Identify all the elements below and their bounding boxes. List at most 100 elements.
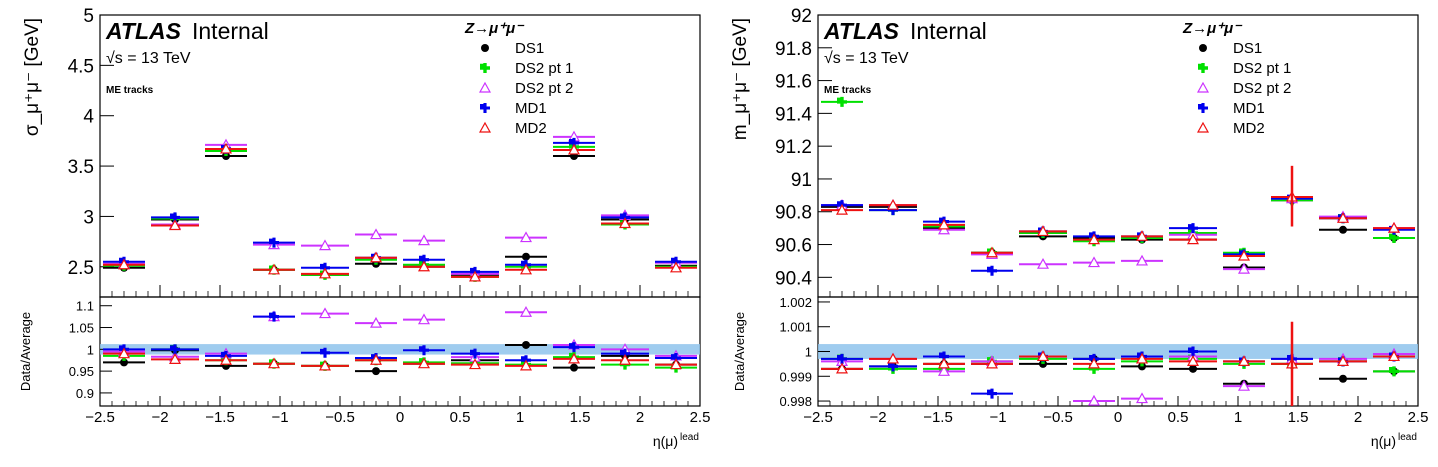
legend-entry: DS1 [1233,40,1262,57]
tracks-label: ME tracks [824,85,872,96]
data-point [618,217,632,229]
y-tick-label: 90.8 [775,203,812,224]
ratio-tick-label: 0.999 [779,369,812,384]
atlas-internal-label: Internal [910,18,987,44]
data-point [267,263,281,275]
ratio-point [519,306,533,317]
data-point [835,203,849,215]
ratio-point [835,362,849,374]
legend-title: Z→μ⁺μ⁻ [1182,20,1243,37]
y-tick-label: 91 [791,170,812,191]
y-tick-label: 91.6 [775,72,812,93]
series-ds2-pt-1 [103,141,697,373]
legend-marker-md1 [480,103,490,113]
ratio-tick-label: 1 [87,342,94,357]
y-tick-label: 90.6 [775,236,812,257]
x-tick-label: 0 [396,409,404,426]
atlas-label: ATLAS [823,18,900,44]
ratio-tick-label: 0.95 [69,364,94,379]
data-point [168,219,182,231]
data-point [117,258,131,270]
data-point [269,237,279,248]
ratio-point [1135,392,1149,404]
x-tick-label: 0.5 [1168,409,1189,426]
y-axis-label: m_μ⁺μ⁻ [GeV] [730,18,751,140]
data-point [937,218,951,230]
series-ds2-pt-2 [103,130,697,362]
data-point [1186,233,1200,245]
x-tick-label: −1 [271,409,288,426]
ratio-point [1237,355,1251,367]
energy-label: √s = 13 TeV [824,50,909,67]
ratio-point [570,363,578,372]
legend-entry: MD2 [515,120,547,137]
x-tick-label: 2.5 [690,409,711,426]
ratio-point [519,359,533,371]
legend-marker-ds1 [481,44,489,52]
data-point [417,260,431,272]
data-point [669,261,683,273]
data-point [1336,212,1350,223]
x-tick-label: −0.5 [325,409,355,426]
data-point [1135,254,1149,266]
x-axis-label-superscript: lead [1398,432,1417,443]
data-point [567,143,581,155]
ratio-point [1186,355,1200,367]
data-point [522,252,530,261]
series-md1 [103,137,697,366]
ratio-point [1087,357,1101,369]
x-tick-label: 2 [636,409,644,426]
x-tick-label: 2 [1354,409,1362,426]
data-point [886,198,900,210]
data-point [1087,256,1101,268]
data-point [222,152,230,160]
y-tick-label: 2.5 [68,258,94,279]
data-point [1237,249,1251,261]
series-ds2-pt-2 [821,192,1415,406]
ratio-point [1237,379,1251,391]
y-tick-label: 91.2 [775,137,812,158]
data-point [318,239,332,251]
legend-entry: DS2 pt 2 [1233,80,1291,97]
ratio-point [985,357,999,369]
ratio-point [318,359,332,371]
ratio-point [937,365,951,376]
ratio-point [267,357,281,369]
ratio-point [1339,374,1347,383]
data-point [987,265,997,276]
data-point [1188,223,1198,234]
series-md2 [103,142,697,371]
ratio-point [369,316,383,328]
ratio-point [417,357,431,369]
energy-label: √s = 13 TeV [106,50,191,67]
x-tick-label: 1 [516,409,524,426]
x-tick-label: 1.5 [1288,409,1309,426]
x-tick-label: −1.5 [205,409,235,426]
y-axis-label: σ_μ⁺μ⁻ [GeV] [22,18,43,136]
ratio-uncertainty-band [100,344,700,355]
legend-entry: MD1 [515,100,547,117]
ratio-point [120,358,128,367]
y-tick-label: 4 [83,107,94,128]
atlas-internal-label: Internal [192,18,269,44]
ratio-point [837,353,847,364]
data-point [1237,262,1251,274]
data-point [318,267,332,279]
y-tick-label: 4.5 [68,56,94,77]
ratio-tick-label: 1 [805,345,812,360]
data-point [1339,225,1347,234]
x-tick-label: −2.5 [803,409,833,426]
legend-marker-md1 [1198,103,1208,113]
ratio-point [269,311,279,322]
ratio-tick-label: 1.1 [76,299,94,314]
ratio-point [1036,350,1050,362]
legend-title: Z→μ⁺μ⁻ [464,20,525,37]
y-tick-label: 90.4 [775,268,812,289]
ratio-point [567,352,581,364]
ratio-tick-label: 0.998 [779,394,812,409]
y-tick-label: 92 [791,6,812,27]
ratio-point [937,357,951,369]
series-ds2-pt-1 [821,96,1415,377]
x-tick-label: −1.5 [923,409,953,426]
